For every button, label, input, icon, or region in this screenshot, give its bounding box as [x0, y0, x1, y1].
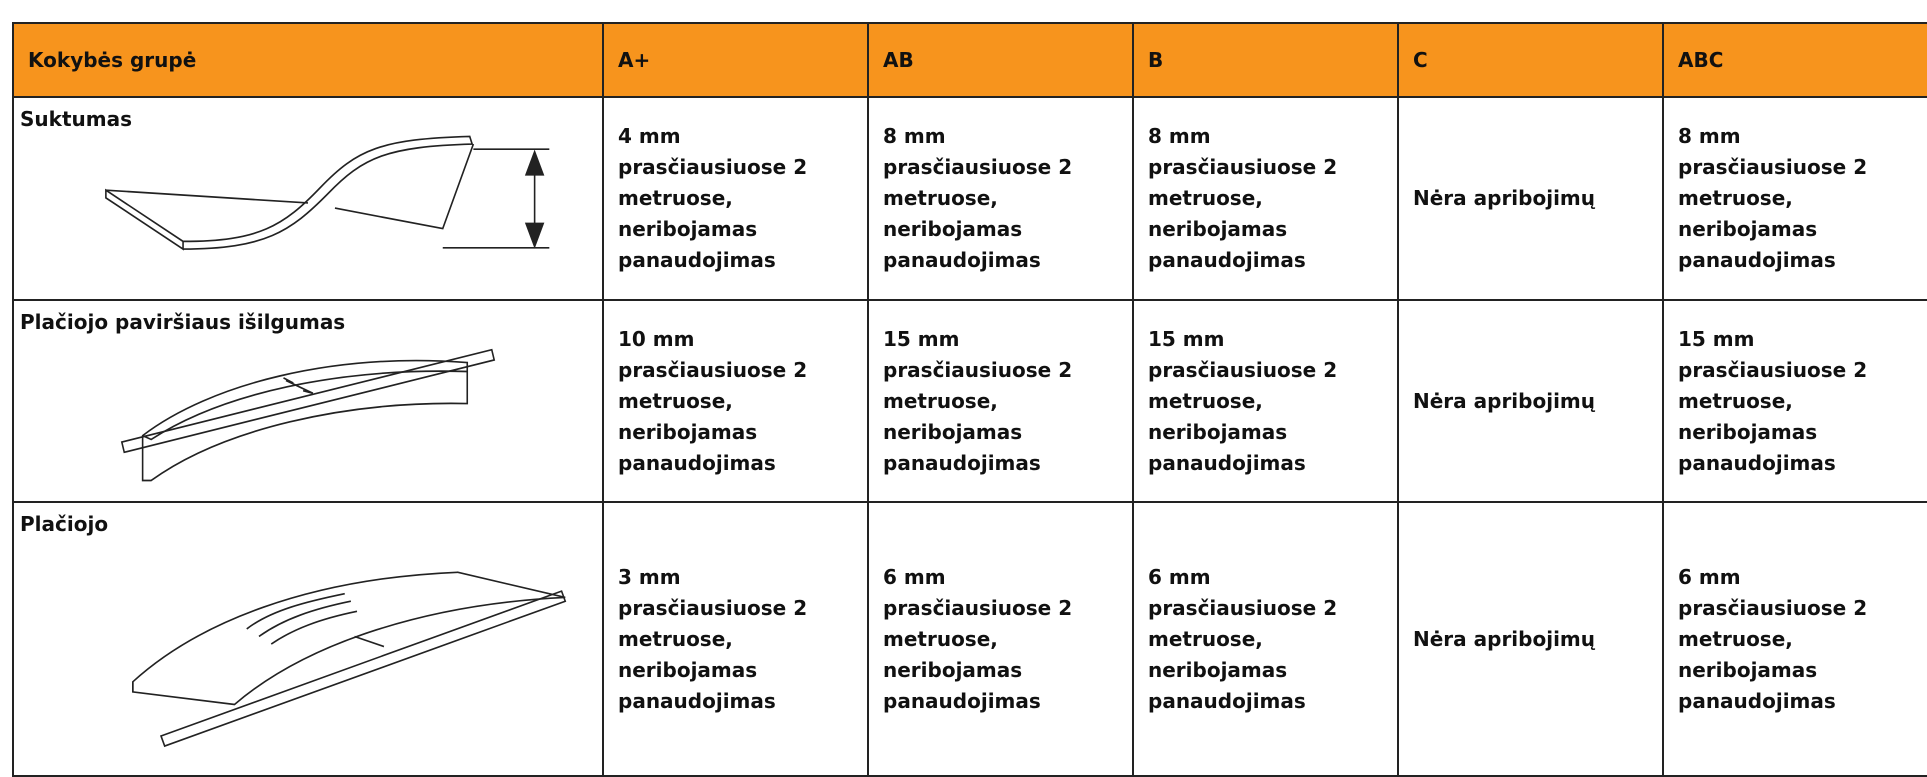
cell: Nėra apribojimų	[1398, 502, 1663, 776]
label-cell: Plačiojo	[13, 502, 603, 776]
cell: 3 mm prasčiausiuose 2 metruose, neriboja…	[603, 502, 868, 776]
header-cell: C	[1398, 23, 1663, 97]
header-cell: ABC	[1663, 23, 1927, 97]
header-row: Kokybės grupė A+ AB B C ABC	[13, 23, 1927, 97]
header-cell: Kokybės grupė	[13, 23, 603, 97]
cell: 8 mm prasčiausiuose 2 metruose, neriboja…	[1133, 97, 1398, 300]
label-cell: Suktumas	[13, 97, 603, 300]
cell: 15 mm prasčiausiuose 2 metruose, neriboj…	[868, 300, 1133, 502]
quality-table: Kokybės grupė A+ AB B C ABC Suktumas 4 m…	[12, 22, 1927, 777]
table-container: Kokybės grupė A+ AB B C ABC Suktumas 4 m…	[12, 22, 1927, 777]
cell: 6 mm prasčiausiuose 2 metruose, neriboja…	[868, 502, 1133, 776]
header-cell: B	[1133, 23, 1398, 97]
label-cell: Plačiojo paviršiaus išilgumas	[13, 300, 603, 502]
header-cell: A+	[603, 23, 868, 97]
cell: Nėra apribojimų	[1398, 300, 1663, 502]
row: Suktumas 4 mm prasčiausiuose 2 metruose,…	[13, 97, 1927, 300]
cell: 6 mm prasčiausiuose 2 metruose, neriboja…	[1133, 502, 1398, 776]
cell: Nėra apribojimų	[1398, 97, 1663, 300]
row: Plačiojo 3 mm prasčiausiuose 2 metruose,…	[13, 502, 1927, 776]
row-label: Plačiojo	[20, 512, 108, 536]
cell: 6 mm prasčiausiuose 2 metruose, neriboja…	[1663, 502, 1927, 776]
header-cell: AB	[868, 23, 1133, 97]
cell: 10 mm prasčiausiuose 2 metruose, neriboj…	[603, 300, 868, 502]
row: Plačiojo paviršiaus išilgumas 10 mm pras…	[13, 300, 1927, 502]
cell: 15 mm prasčiausiuose 2 metruose, neriboj…	[1663, 300, 1927, 502]
row-label: Plačiojo paviršiaus išilgumas	[20, 310, 345, 334]
cell: 8 mm prasčiausiuose 2 metruose, neriboja…	[868, 97, 1133, 300]
cell: 4 mm prasčiausiuose 2 metruose, neriboja…	[603, 97, 868, 300]
cell: 15 mm prasčiausiuose 2 metruose, neriboj…	[1133, 300, 1398, 502]
cell: 8 mm prasčiausiuose 2 metruose, neriboja…	[1663, 97, 1927, 300]
row-label: Suktumas	[20, 107, 132, 131]
cup-illustration	[14, 503, 602, 775]
